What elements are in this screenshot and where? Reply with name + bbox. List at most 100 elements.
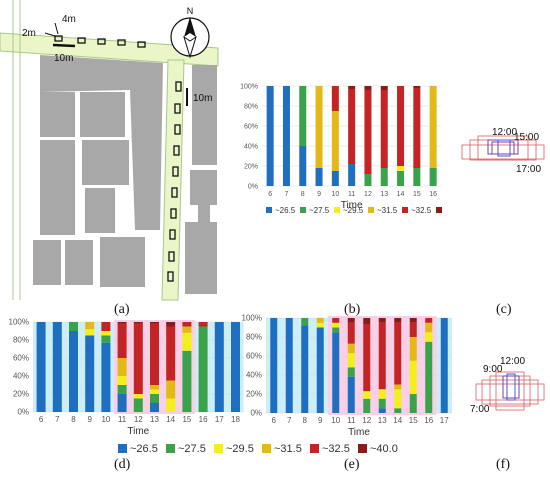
- legend-swatch: [436, 207, 442, 213]
- clock-label-c-1200: 12:00: [492, 127, 517, 138]
- y-tick-label: 100%: [9, 318, 29, 327]
- bar-segment: [69, 331, 78, 412]
- measurement-points-horizontal: [54, 35, 146, 48]
- bar-segment: [425, 341, 433, 413]
- bar-segment: [378, 398, 386, 409]
- x-tick-label: 7: [287, 416, 292, 425]
- x-tick-label: 9: [318, 416, 323, 425]
- bar-segment: [347, 376, 355, 413]
- building: [198, 205, 210, 222]
- x-tick-label: 11: [347, 416, 356, 425]
- bar-segment: [231, 322, 240, 412]
- x-tick-label: 16: [199, 415, 208, 424]
- bar-segment: [394, 389, 402, 409]
- bar-segment: [315, 86, 323, 168]
- x-tick-label: 13: [380, 191, 388, 198]
- y-tick-label: 20%: [244, 164, 258, 171]
- bar-segment: [409, 360, 417, 394]
- bar-segment: [198, 326, 208, 412]
- bar-segment: [315, 168, 323, 186]
- bar-segment: [101, 322, 111, 331]
- bar-segment: [347, 353, 355, 368]
- building: [82, 140, 129, 185]
- bar-segment: [409, 394, 417, 413]
- x-tick-label: 10: [331, 416, 340, 425]
- bar-segment: [52, 322, 62, 412]
- y-tick-label: 80%: [13, 336, 29, 345]
- bar-segment: [394, 408, 402, 413]
- scale-label-2m: 2m: [22, 28, 36, 39]
- clock-label-f-900: 9:00: [483, 364, 503, 375]
- bar-segment: [332, 318, 340, 323]
- north-arrow-icon: N: [170, 6, 210, 59]
- bar-segment: [380, 90, 388, 168]
- bar-segment: [364, 90, 372, 174]
- bar-segment: [413, 88, 421, 168]
- building: [40, 140, 75, 235]
- x-tick-label: 6: [272, 416, 277, 425]
- x-tick-label: 8: [301, 191, 305, 198]
- bar-segment: [409, 318, 417, 323]
- x-tick-label: 6: [39, 415, 44, 424]
- bar-segment: [101, 331, 111, 336]
- bar-segment: [440, 318, 448, 413]
- bar-segment: [397, 86, 405, 166]
- bar-segment: [316, 322, 324, 328]
- x-tick-label: 17: [215, 415, 224, 424]
- y-tick-label: 40%: [13, 372, 29, 381]
- x-tick-label: 10: [101, 415, 110, 424]
- y-tick-label: 100%: [240, 84, 258, 91]
- x-tick-label: 14: [393, 416, 402, 425]
- bar-segment: [332, 332, 340, 413]
- bar-segment: [85, 335, 95, 412]
- bar-segment: [429, 168, 437, 186]
- y-tick-label: 60%: [244, 124, 258, 131]
- building: [185, 222, 217, 294]
- bar-segment: [266, 86, 274, 186]
- bar-segment: [301, 318, 309, 326]
- bar-segment: [347, 343, 355, 354]
- building: [190, 170, 217, 205]
- scale-label-10m-horizontal: 10m: [54, 53, 73, 64]
- bar-segment: [331, 171, 339, 186]
- building: [85, 188, 115, 233]
- bar-segment: [363, 398, 371, 413]
- building: [40, 92, 75, 137]
- bar-segment: [117, 358, 127, 376]
- legend-swatch: [334, 207, 340, 213]
- bar-segment: [166, 398, 176, 412]
- bar-segment: [380, 86, 388, 90]
- x-axis-label: Time: [341, 200, 363, 211]
- measurement-points-vertical: [167, 81, 182, 282]
- bar-segment: [166, 322, 176, 327]
- bar-segment: [182, 332, 192, 351]
- legend-swatch: [402, 207, 408, 213]
- bar-segment: [150, 403, 159, 412]
- sun-shadow-diagram-c: 12:00 15:00 17:00: [461, 127, 545, 175]
- x-tick-label: 11: [118, 415, 127, 424]
- y-tick-label: 0%: [17, 408, 29, 417]
- bar-segment: [347, 367, 355, 377]
- bar-segment: [182, 350, 192, 412]
- y-tick-label: 100%: [242, 314, 262, 323]
- bar-segment: [332, 322, 340, 328]
- clock-label-c-1700: 17:00: [516, 164, 541, 175]
- x-tick-label: 16: [429, 191, 437, 198]
- legend-swatch: [358, 444, 367, 453]
- x-tick-label: 15: [182, 415, 191, 424]
- bar-segment: [409, 322, 417, 337]
- legend-label: ~27.5: [178, 443, 206, 455]
- legend-swatch: [310, 444, 319, 453]
- bar-segment: [299, 86, 307, 146]
- clock-label-f-700: 7:00: [470, 404, 490, 415]
- legend-label: ~31.5: [274, 443, 302, 455]
- bar-segment: [117, 394, 127, 412]
- legend-label: ~26.5: [130, 443, 158, 455]
- panel-label-b: (b): [344, 302, 361, 317]
- site-map: 4m 2m 10m 10m N: [0, 0, 219, 301]
- bar-segment: [133, 398, 143, 412]
- x-tick-label: 9: [87, 415, 92, 424]
- legend-swatch: [300, 207, 306, 213]
- x-tick-label: 8: [71, 415, 76, 424]
- bar-segment: [425, 318, 433, 323]
